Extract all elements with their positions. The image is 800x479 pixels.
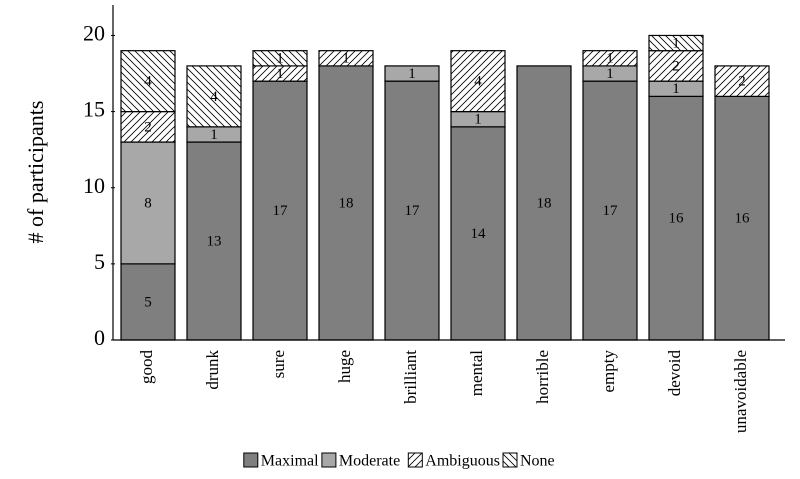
value-label: 1 bbox=[606, 66, 614, 82]
value-label: 1 bbox=[672, 81, 680, 97]
y-tick-label: 5 bbox=[94, 249, 105, 274]
legend-label: Maximal bbox=[261, 453, 319, 470]
x-tick-label: unavoidable bbox=[731, 350, 750, 433]
value-label: 1 bbox=[474, 112, 482, 128]
value-label: 8 bbox=[144, 195, 152, 211]
value-label: 1 bbox=[342, 51, 350, 67]
bar-segment bbox=[648, 34, 704, 52]
legend-swatch bbox=[243, 452, 259, 468]
x-tick-label: devoid bbox=[665, 350, 684, 397]
bar-segment bbox=[516, 65, 572, 341]
x-tick-label: sure bbox=[269, 350, 288, 378]
bar-segment bbox=[384, 80, 440, 341]
value-label: 1 bbox=[210, 127, 218, 143]
bar-segment bbox=[648, 95, 704, 341]
bar-segment bbox=[648, 50, 704, 82]
x-tick-label: good bbox=[137, 350, 156, 385]
bar-segment bbox=[120, 50, 176, 113]
value-label: 2 bbox=[738, 74, 746, 90]
y-tick-label: 0 bbox=[94, 325, 105, 350]
x-tick-label: drunk bbox=[203, 350, 222, 390]
x-tick-label: horrible bbox=[533, 350, 552, 404]
value-label: 1 bbox=[672, 36, 680, 52]
value-label: 18 bbox=[339, 195, 354, 211]
y-tick-label: 10 bbox=[83, 173, 105, 198]
value-label: 18 bbox=[537, 195, 552, 211]
x-tick-label: mental bbox=[467, 350, 486, 397]
bar-segment bbox=[582, 50, 638, 67]
y-axis-label: # of participants bbox=[23, 101, 48, 244]
value-label: 1 bbox=[408, 66, 416, 82]
bar-segment bbox=[450, 50, 506, 113]
value-label: 4 bbox=[144, 74, 152, 90]
bar-segment bbox=[582, 80, 638, 341]
bar-segment bbox=[714, 65, 770, 97]
value-label: 17 bbox=[273, 203, 289, 219]
legend-swatch bbox=[502, 452, 518, 468]
x-tick-label: brilliant bbox=[401, 350, 420, 404]
value-label: 17 bbox=[603, 203, 619, 219]
legend-label: Ambiguous bbox=[425, 453, 500, 470]
bar-segment bbox=[714, 95, 770, 341]
bar-segment bbox=[186, 65, 242, 128]
y-tick-label: 20 bbox=[83, 21, 105, 46]
legend-label: None bbox=[520, 453, 555, 470]
value-label: 16 bbox=[735, 211, 751, 227]
value-label: 17 bbox=[405, 203, 421, 219]
value-label: 1 bbox=[276, 51, 284, 67]
value-label: 1 bbox=[606, 51, 614, 67]
value-label: 4 bbox=[210, 89, 218, 105]
value-label: 5 bbox=[144, 294, 152, 310]
value-label: 1 bbox=[276, 66, 284, 82]
y-tick-label: 15 bbox=[83, 97, 105, 122]
value-label: 2 bbox=[672, 58, 680, 74]
x-tick-label: huge bbox=[335, 350, 354, 383]
value-label: 4 bbox=[474, 74, 482, 90]
bar-segment bbox=[450, 126, 506, 341]
value-label: 14 bbox=[471, 226, 487, 242]
bar-segment bbox=[318, 65, 374, 341]
value-label: 13 bbox=[207, 233, 222, 249]
bar-segment bbox=[384, 65, 440, 82]
x-tick-label: empty bbox=[599, 350, 618, 393]
bar-segment bbox=[120, 263, 176, 341]
bar-segment bbox=[120, 141, 176, 265]
bar-segment bbox=[318, 50, 374, 67]
legend-swatch bbox=[321, 452, 337, 468]
legend-swatch bbox=[407, 452, 423, 468]
value-label: 16 bbox=[669, 211, 685, 227]
legend-label: Moderate bbox=[339, 453, 400, 470]
bar-segment bbox=[252, 50, 308, 67]
value-label: 2 bbox=[144, 119, 152, 135]
